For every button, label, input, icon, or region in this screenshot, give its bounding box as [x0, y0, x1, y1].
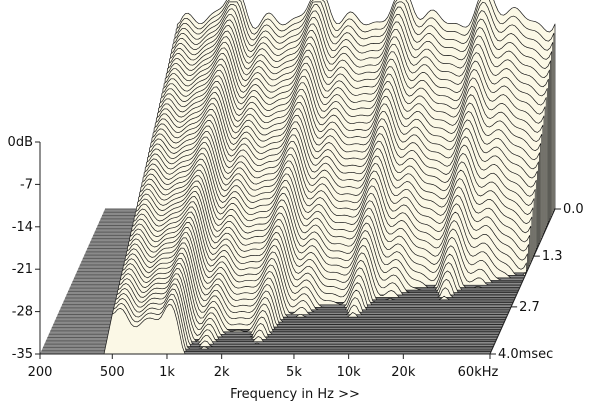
- chart-axes: [39, 142, 556, 355]
- x-tick-label: 2k: [214, 365, 230, 380]
- z-tick-label: 1.3: [542, 249, 563, 264]
- z-tick-label: 0.0: [563, 202, 584, 217]
- y-tick-label: -7: [20, 177, 33, 192]
- x-tick-labels: 200 500 1k 2k 5k 10k 20k 60kHz: [28, 354, 499, 380]
- x-tick-label: 5k: [286, 365, 302, 380]
- y-tick-labels: 0dB -7 -14 -21 -28 -35: [8, 135, 40, 362]
- y-tick-label: -28: [12, 305, 33, 320]
- x-tick-label: 60kHz: [458, 365, 499, 380]
- z-axis-line: [489, 208, 556, 355]
- x-tick-label: 10k: [337, 365, 362, 380]
- y-tick-label: -35: [12, 347, 33, 362]
- z-tick-labels: 0.0 1.3 2.7 4.0msec: [490, 202, 584, 362]
- waterfall-slices: [103, 0, 556, 355]
- z-tick-label: 4.0msec: [498, 347, 553, 362]
- y-tick-label: -21: [12, 262, 33, 277]
- x-tick-label: 500: [100, 365, 125, 380]
- waterfall-slice: [111, 268, 499, 338]
- z-tick-label: 2.7: [519, 300, 540, 315]
- x-tick-label: 20k: [391, 365, 416, 380]
- y-tick-label: -14: [12, 220, 33, 235]
- waterfall-slice: [112, 263, 500, 335]
- x-tick-label: 1k: [159, 365, 175, 380]
- x-axis-title: Frequency in Hz >>: [230, 387, 360, 402]
- y-tick-label: 0dB: [8, 135, 33, 150]
- x-tick-label: 200: [28, 365, 53, 380]
